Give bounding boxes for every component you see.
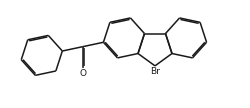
- Text: O: O: [79, 69, 86, 78]
- Text: Br: Br: [150, 67, 159, 76]
